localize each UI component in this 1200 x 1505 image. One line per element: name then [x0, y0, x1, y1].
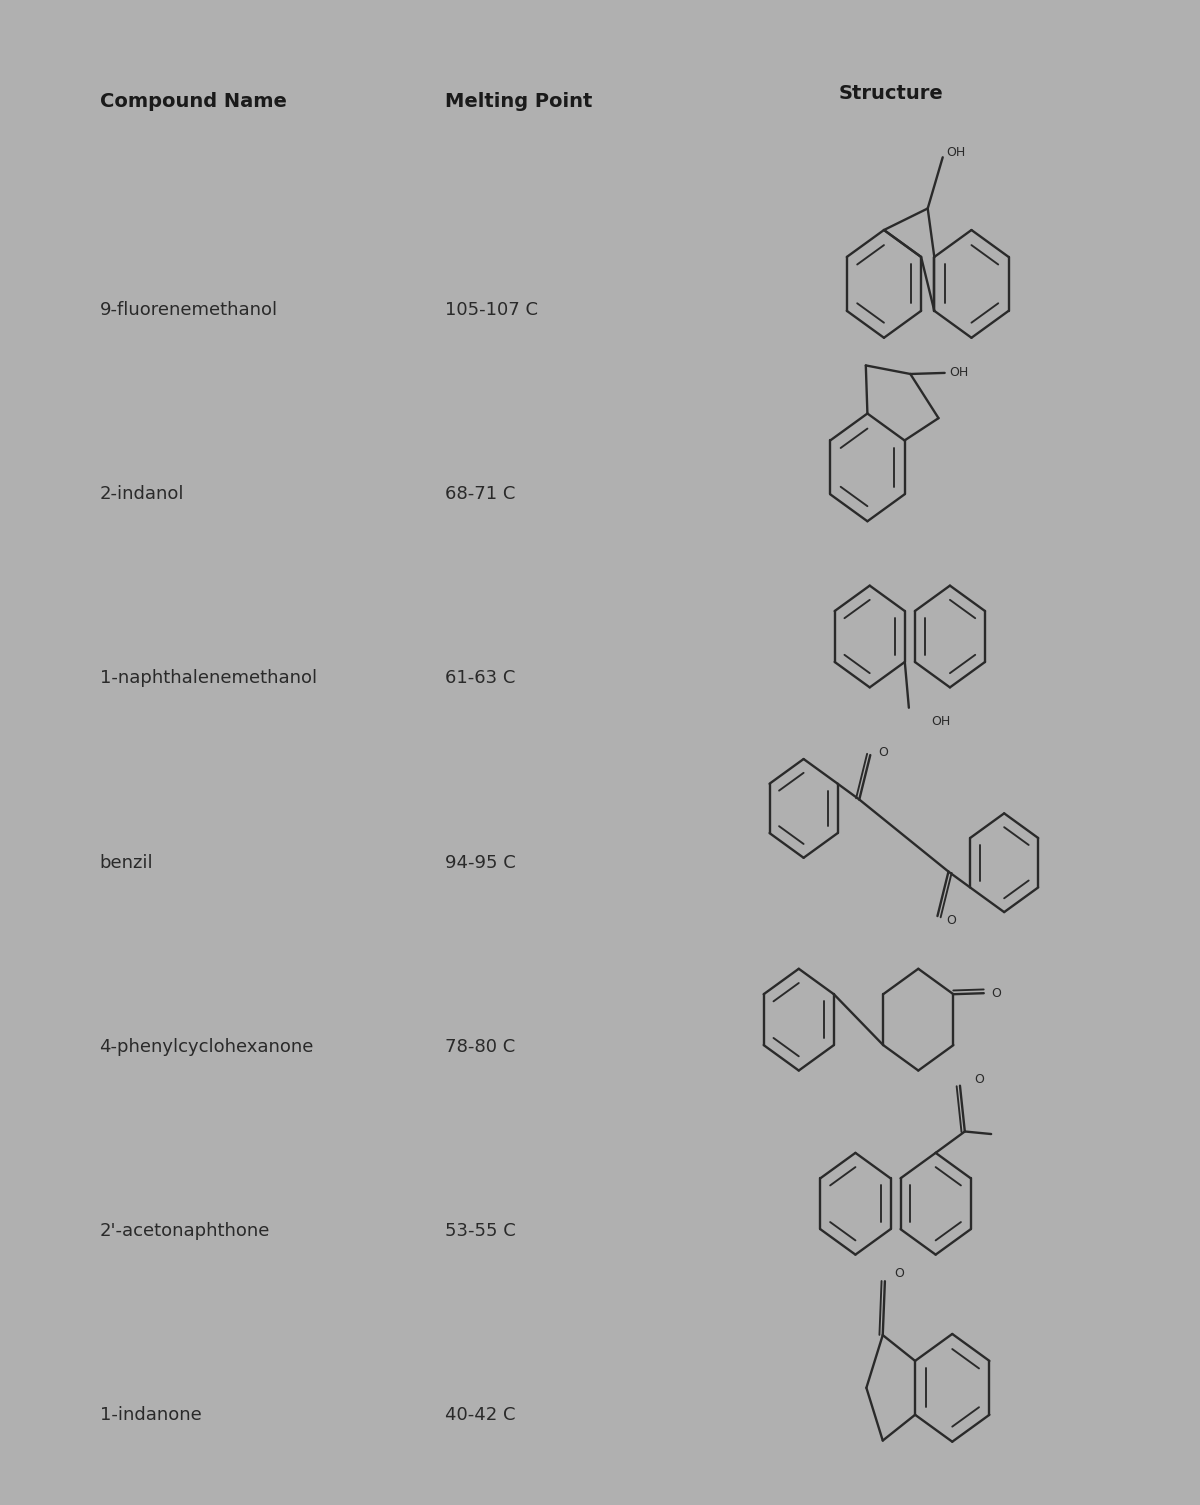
Text: 78-80 C: 78-80 C: [445, 1037, 515, 1055]
Text: O: O: [894, 1267, 905, 1281]
Text: 2-indanol: 2-indanol: [100, 485, 184, 503]
Text: 40-42 C: 40-42 C: [445, 1406, 516, 1424]
Text: benzil: benzil: [100, 853, 154, 871]
Text: 9-fluorenemethanol: 9-fluorenemethanol: [100, 301, 277, 319]
Text: O: O: [878, 745, 888, 759]
Text: 1-indanone: 1-indanone: [100, 1406, 202, 1424]
Text: 53-55 C: 53-55 C: [445, 1222, 516, 1240]
Text: O: O: [974, 1073, 984, 1087]
Text: 2'-acetonaphthone: 2'-acetonaphthone: [100, 1222, 270, 1240]
Text: OH: OH: [931, 715, 950, 728]
Text: 4-phenylcyclohexanone: 4-phenylcyclohexanone: [100, 1037, 314, 1055]
Text: Melting Point: Melting Point: [445, 92, 593, 111]
Text: 94-95 C: 94-95 C: [445, 853, 516, 871]
Text: Structure: Structure: [839, 84, 943, 104]
Text: 105-107 C: 105-107 C: [445, 301, 538, 319]
Text: OH: OH: [947, 146, 966, 160]
Text: 1-naphthalenemethanol: 1-naphthalenemethanol: [100, 670, 317, 688]
Text: Compound Name: Compound Name: [100, 92, 287, 111]
Text: O: O: [946, 914, 955, 927]
Text: 68-71 C: 68-71 C: [445, 485, 516, 503]
Text: OH: OH: [949, 366, 968, 379]
Text: O: O: [991, 987, 1001, 999]
Text: 61-63 C: 61-63 C: [445, 670, 516, 688]
